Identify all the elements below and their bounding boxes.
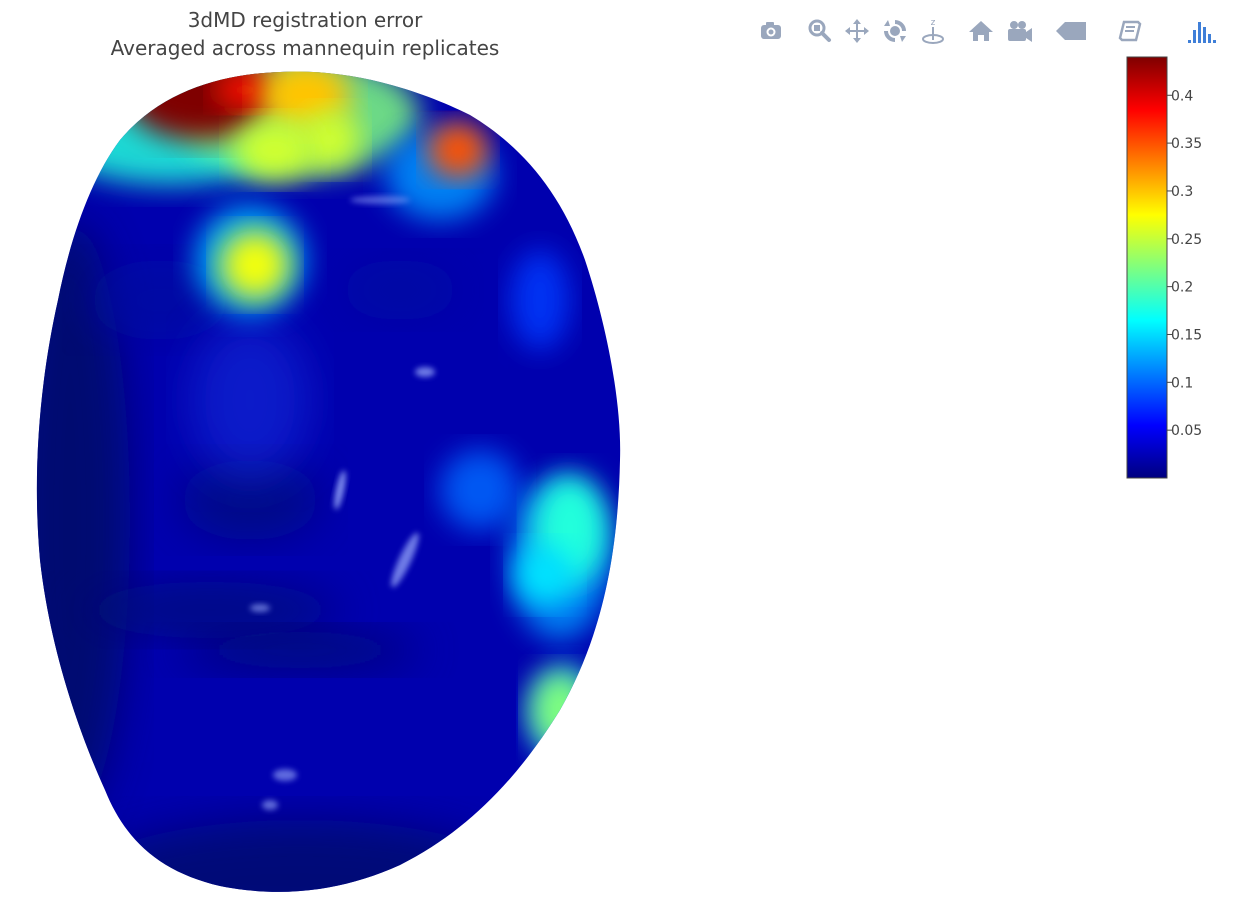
book-button[interactable]	[1114, 14, 1148, 48]
movie-camera-icon	[1008, 21, 1032, 42]
error-hotspot	[515, 545, 575, 605]
error-halo	[510, 250, 570, 350]
colorbar-tick-label: 0.25	[1171, 232, 1202, 248]
home-button[interactable]	[964, 14, 998, 48]
plotly-logo-button[interactable]	[1182, 14, 1216, 48]
hover-toggle-icon	[1056, 22, 1086, 40]
book-icon	[1118, 20, 1142, 42]
camera-icon	[761, 22, 781, 39]
movie-camera-button[interactable]	[1002, 14, 1036, 48]
orbit-rotation-icon	[884, 20, 906, 42]
colorbar-tick-label: 0.05	[1171, 423, 1202, 439]
error-hotspot	[220, 230, 290, 300]
zoom-button[interactable]	[802, 14, 836, 48]
turntable-rotation-button[interactable]: z	[916, 14, 950, 48]
colorbar[interactable]: 0.05 0.1 0.15 0.2 0.25 0.3 0.35 0.4	[1126, 56, 1202, 479]
colorbar-tick-label: 0.1	[1171, 375, 1193, 391]
colorbar-tick-label: 0.4	[1171, 88, 1193, 104]
colorbar-ticks: 0.05 0.1 0.15 0.2 0.25 0.3 0.35 0.4	[1167, 88, 1202, 439]
svg-text:z: z	[931, 18, 936, 28]
error-hotspot	[235, 120, 315, 180]
turntable-rotation-icon: z	[922, 18, 944, 44]
error-hotspot	[428, 122, 488, 178]
camera-button[interactable]	[754, 14, 788, 48]
chart-title-line-2: Averaged across mannequin replicates	[110, 36, 500, 60]
home-icon	[969, 21, 993, 41]
colorbar-tick-label: 0.3	[1171, 184, 1193, 200]
chart-title-line-1: 3dMD registration error	[187, 8, 423, 32]
plotly-logo-icon	[1188, 22, 1216, 43]
chart-title: 3dMD registration error Averaged across …	[0, 6, 610, 62]
error-halo	[440, 450, 520, 530]
pan-icon	[845, 19, 869, 43]
colorbar-tick-label: 0.15	[1171, 327, 1202, 343]
orbit-rotation-button[interactable]	[878, 14, 912, 48]
zoom-icon	[808, 19, 831, 42]
colorbar-tick-label: 0.35	[1171, 136, 1202, 152]
face-surface[interactable]	[10, 50, 621, 922]
error-hotspot	[215, 72, 275, 108]
face-specular-highlights	[250, 196, 435, 810]
error-hotspot	[530, 670, 590, 750]
colorbar-gradient	[1126, 56, 1168, 479]
colorbar-tick-label: 0.2	[1171, 280, 1193, 296]
error-hotspot	[300, 110, 360, 170]
hover-toggle-button[interactable]	[1052, 14, 1086, 48]
pan-button[interactable]	[840, 14, 874, 48]
